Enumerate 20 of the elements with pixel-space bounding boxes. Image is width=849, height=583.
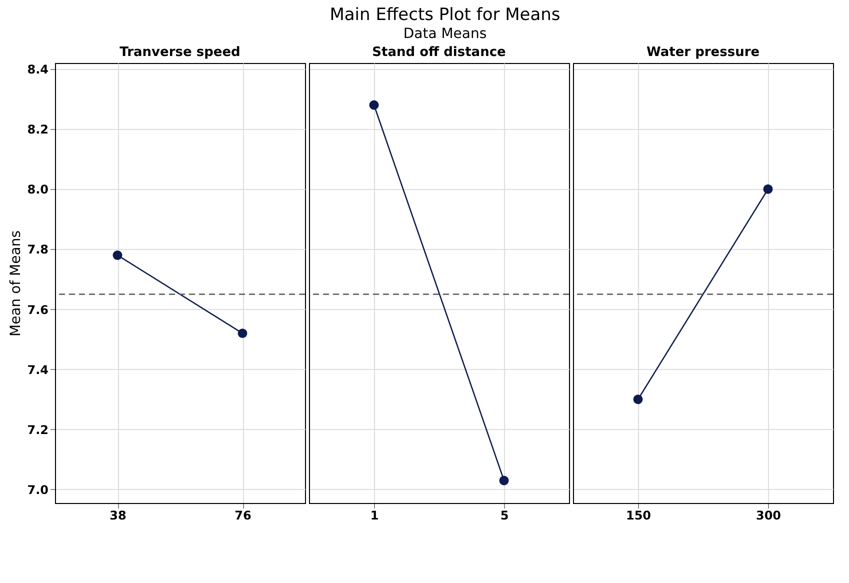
x-tick-label: 38 [110, 508, 126, 522]
y-tick-label: 7.4 [27, 362, 48, 377]
text: Main Effects Plot for Means [330, 5, 560, 25]
y-tick-label: 7.0 [27, 482, 48, 497]
y-tick-label: 8.2 [27, 122, 48, 137]
y-tick-label: 7.2 [27, 422, 48, 437]
x-tick-label: 1 [370, 508, 379, 522]
x-tick-label: 5 [500, 508, 509, 522]
text: Data Means [403, 26, 487, 42]
x-axis-title: Tranverse speed [120, 45, 240, 60]
x-tick-label: 150 [626, 508, 652, 522]
x-tick-label: 300 [756, 508, 782, 522]
x-axis-title: Stand off distance [372, 45, 506, 60]
y-axis-title: Mean of Means [8, 230, 24, 336]
y-tick-label: 8.4 [27, 62, 48, 77]
x-tick-label: 76 [234, 508, 252, 522]
y-tick-label: 8.0 [27, 182, 48, 197]
x-axis-title: Water pressure [646, 45, 760, 60]
y-tick-label: 7.6 [27, 302, 48, 317]
y-tick-label: 7.8 [27, 242, 48, 257]
